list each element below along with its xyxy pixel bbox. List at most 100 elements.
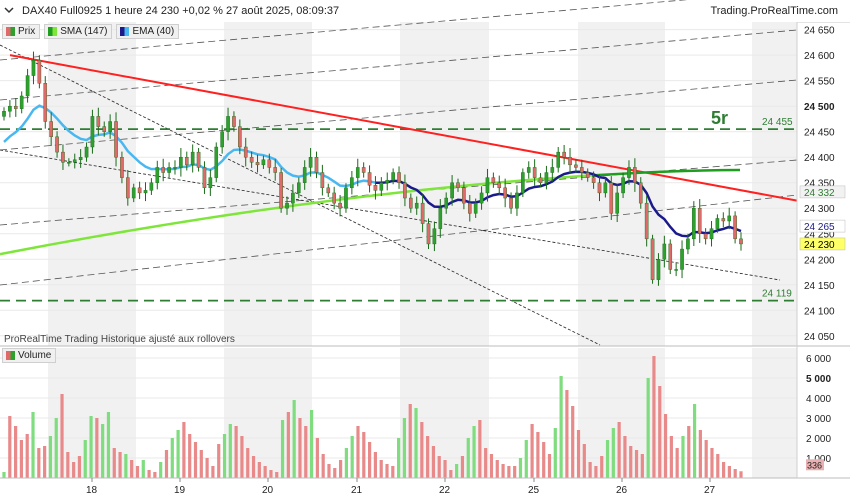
volume-bar [507, 466, 511, 478]
volume-bar [588, 462, 592, 478]
legend-sma[interactable]: SMA (147) [44, 24, 113, 39]
volume-bar [431, 446, 436, 478]
x-tick-label: 27 [704, 485, 716, 496]
candle-body [409, 197, 413, 209]
candle-body [597, 182, 602, 194]
candle-body [173, 167, 177, 169]
candle-body [8, 105, 12, 112]
volume-bar [478, 420, 482, 478]
candle-body [326, 187, 331, 194]
volume-bar [373, 452, 378, 478]
volume-bar [698, 430, 702, 478]
volume-bar [228, 424, 232, 478]
chevron-down-icon[interactable] [4, 5, 14, 15]
volume-tick-label: 3 000 [806, 414, 831, 425]
price-tick-label: 24 050 [804, 332, 835, 343]
volume-bar [437, 456, 441, 478]
volume-bar [582, 444, 586, 478]
volume-bar [466, 438, 470, 478]
candle-body [515, 192, 519, 209]
volume-bar [141, 460, 145, 478]
candle-body [668, 243, 673, 270]
volume-bar [652, 356, 656, 478]
candle-body [161, 167, 165, 173]
sma-line [591, 168, 741, 177]
candle-body [709, 228, 714, 240]
candle-body [462, 187, 466, 204]
candle-body [739, 238, 743, 245]
candle-body [391, 172, 395, 181]
volume-bar [309, 410, 314, 478]
candle-body [426, 223, 431, 245]
x-tick-label: 18 [86, 485, 98, 496]
volume-bar [327, 464, 331, 478]
volume-bar [217, 444, 221, 478]
candle-body [733, 215, 737, 240]
volume-bar [153, 472, 157, 478]
candle-body [479, 192, 484, 204]
volume-bar [611, 428, 615, 478]
candle-body [131, 187, 136, 199]
volume-bar [269, 470, 273, 478]
volume-bar [43, 446, 47, 478]
legend-ema-label: EMA (40) [132, 26, 175, 37]
volume-bar [530, 424, 534, 478]
volume-bar [472, 426, 476, 478]
candle-body [196, 151, 201, 168]
volume-bar [495, 460, 499, 478]
volume-bar [629, 446, 633, 478]
candle-body [149, 182, 154, 191]
candle-body [314, 157, 319, 173]
candle-body [509, 197, 513, 209]
candle-body [261, 159, 266, 166]
volume-bar [449, 470, 453, 478]
volume-bar [66, 452, 70, 478]
price-swatch-icon [6, 27, 15, 36]
candle-body [143, 190, 148, 194]
volume-bar [710, 448, 714, 478]
candle-body [633, 167, 637, 183]
volume-bar [101, 424, 105, 478]
volume-bar [182, 422, 186, 478]
candle-body [273, 167, 278, 173]
volume-tick-label: 2 000 [806, 434, 831, 445]
volume-bar [263, 466, 267, 478]
volume-bar [518, 458, 523, 478]
volume-bar [344, 448, 348, 478]
candle-body [532, 167, 537, 178]
volume-bar [716, 454, 720, 478]
volume-bar [14, 426, 18, 478]
volume-bar [275, 472, 279, 478]
candle-body [338, 202, 342, 209]
volume-bar [553, 428, 557, 478]
candle-body [444, 197, 449, 209]
candle-body [379, 182, 384, 191]
candle-body [249, 157, 254, 163]
volume-bar [292, 400, 296, 478]
candle-body [43, 83, 48, 122]
volume-bar [513, 466, 517, 478]
legend-price-label: Prix [18, 26, 36, 37]
candle-body [485, 177, 490, 194]
candle-body [361, 167, 366, 173]
price-tick-label: 24 300 [804, 204, 835, 215]
volume-bar [727, 466, 731, 478]
brand-link[interactable]: Trading.ProRealTime.com [710, 5, 838, 17]
candle-body [550, 167, 555, 173]
candle-body [692, 208, 696, 240]
ema-line [375, 170, 742, 238]
legend-ema[interactable]: EMA (40) [116, 24, 180, 39]
candle-body [526, 167, 531, 173]
volume-bar [54, 418, 58, 478]
volume-last-label: 336 [807, 460, 822, 470]
volume-bar [246, 448, 250, 478]
volume-tick-label: 5 000 [806, 374, 831, 385]
candle-body [680, 248, 684, 270]
price-tick-label: 24 450 [804, 128, 835, 139]
legend-price[interactable]: Prix [2, 24, 41, 39]
candle-body [497, 182, 502, 189]
indicator-legend: Prix SMA (147) EMA (40) [2, 24, 180, 39]
volume-bar [31, 412, 35, 478]
legend-volume[interactable]: Volume [2, 348, 57, 363]
